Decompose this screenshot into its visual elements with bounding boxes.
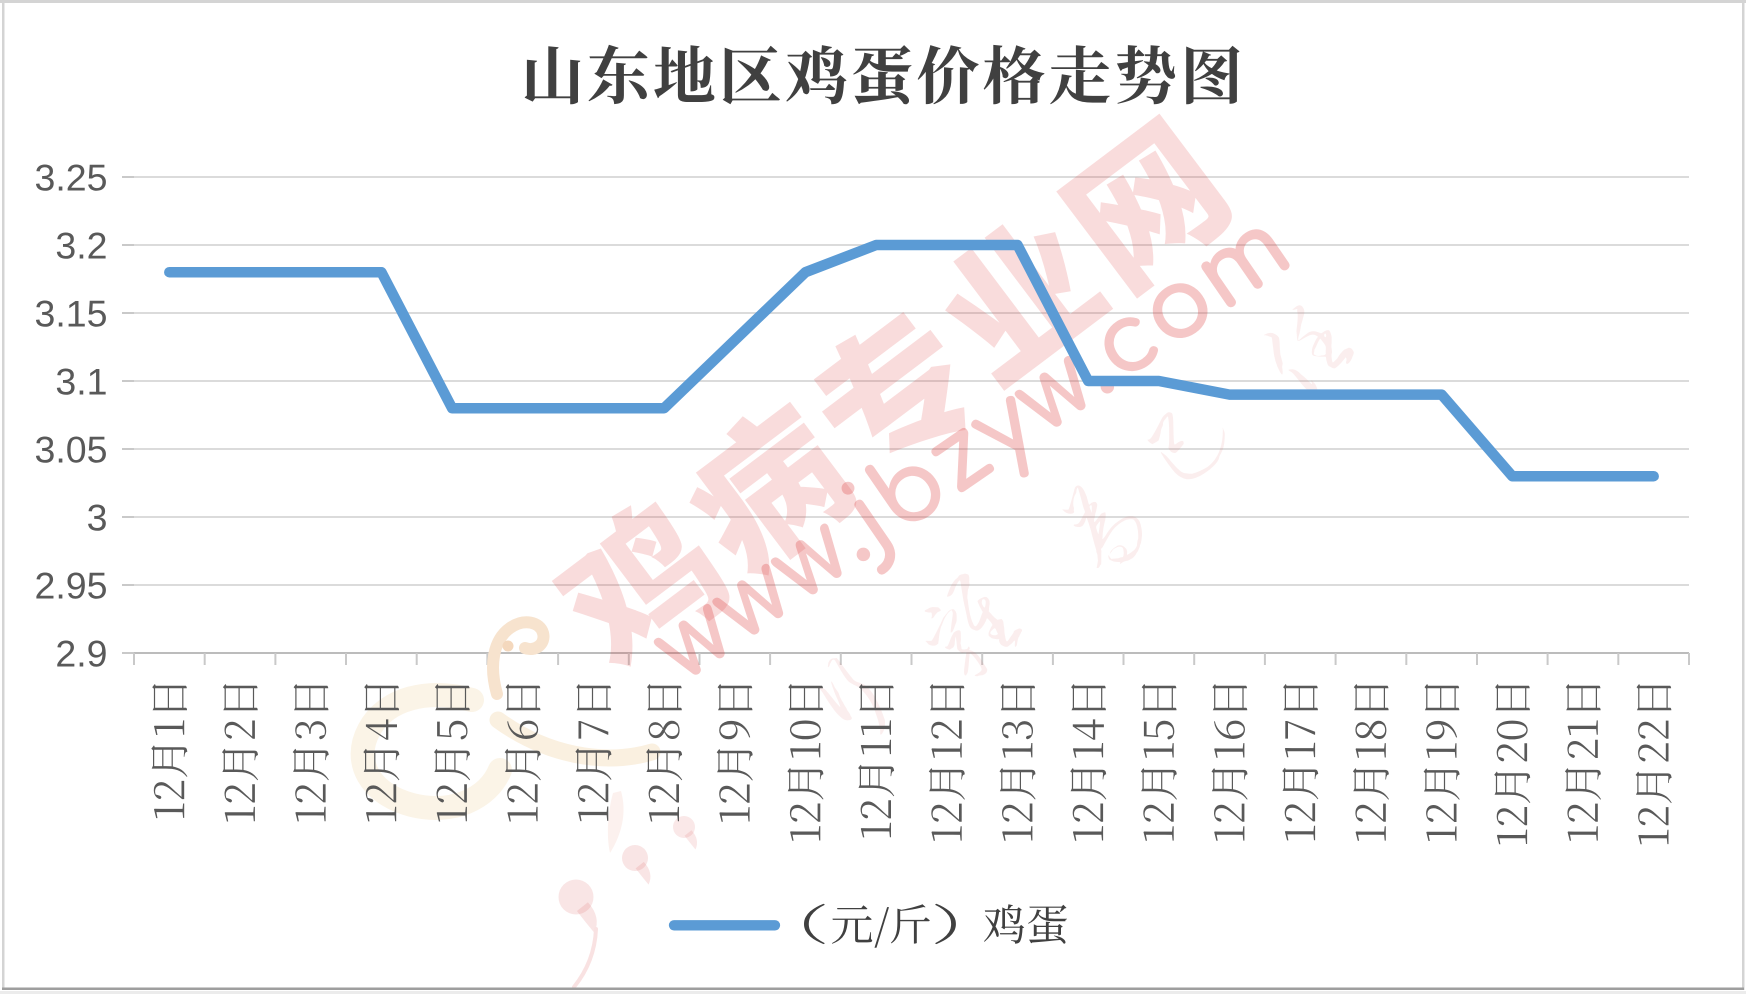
svg-text:3.25: 3.25 [35, 157, 108, 199]
svg-text:3.2: 3.2 [55, 225, 107, 267]
svg-text:3.1: 3.1 [55, 361, 107, 403]
svg-text:3.05: 3.05 [35, 429, 108, 471]
svg-text:3: 3 [87, 497, 108, 539]
svg-text:2.9: 2.9 [55, 633, 107, 675]
svg-text:3.15: 3.15 [35, 293, 108, 335]
svg-text:2.95: 2.95 [35, 565, 108, 607]
